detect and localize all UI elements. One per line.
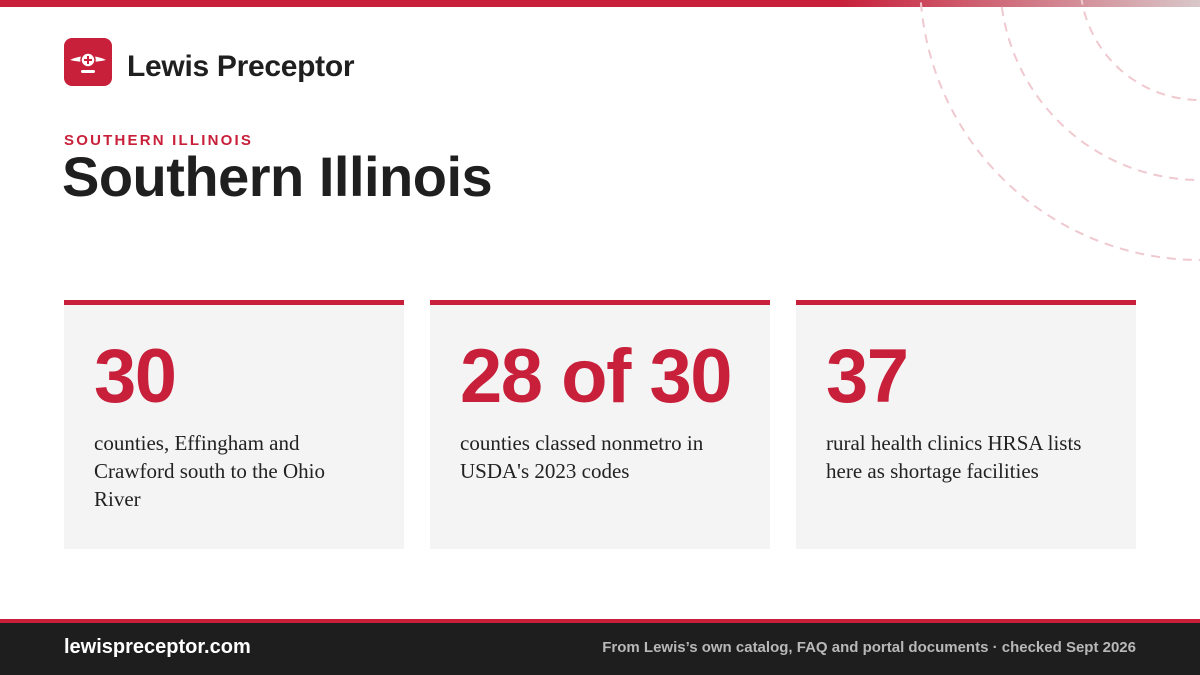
stat-card: 28 of 30 counties classed nonmetro in US… [430,300,770,549]
footer-site: lewispreceptor.com [64,636,251,658]
footer-rule [0,619,1200,623]
top-bar [0,0,1200,7]
stat-text: counties classed nonmetro in USDA's 2023… [460,431,704,483]
stat-figure: 37 [826,334,909,419]
stat-text: counties, Effingham and Crawford south t… [94,431,325,511]
stat-card: 37 rural health clinics HRSA lists here … [796,300,1136,549]
stat-text: rural health clinics HRSA lists here as … [826,431,1082,483]
stat-figure: 30 [94,334,177,419]
decor-rings [919,0,1200,261]
title: Southern Illinois [62,145,493,208]
footer-source: From Lewis’s own catalog, FAQ and portal… [602,639,1136,656]
logo [64,38,112,86]
stat-figure: 28 of 30 [460,334,733,419]
footer: lewispreceptor.com From Lewis’s own cata… [0,623,1200,675]
eyebrow: SOUTHERN ILLINOIS [64,132,254,149]
brand-name: Lewis Preceptor [127,50,355,83]
logo-icon [70,52,106,73]
stat-card: 30 counties, Effingham and Crawford sout… [64,300,404,549]
